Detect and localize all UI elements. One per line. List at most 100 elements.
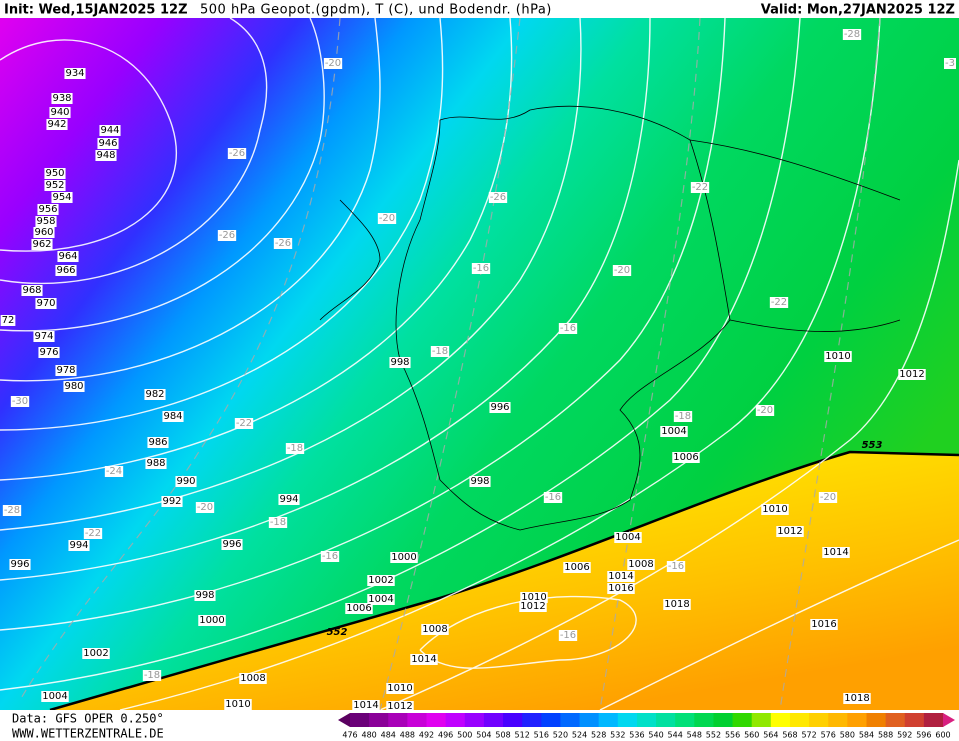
isobar-label: 948 <box>96 150 115 161</box>
colorbar-label: 488 <box>400 731 415 740</box>
colorbar-swatch <box>713 713 734 727</box>
isobar-label: 994 <box>279 494 298 505</box>
temperature-label-group: -18 <box>673 411 693 422</box>
isobar-label: 1002 <box>368 575 393 586</box>
isobar-label: 934 <box>65 68 84 79</box>
colorbar-label: 516 <box>534 731 549 740</box>
isobar-label-group: 950 <box>44 168 66 179</box>
colorbar-label: 572 <box>801 731 816 740</box>
isobar-label-group: 1006 <box>345 603 373 614</box>
isobar-label-box <box>194 590 216 601</box>
temperature-label: -18 <box>287 443 303 454</box>
isobar-label-box <box>520 592 548 603</box>
isobar-label: 1006 <box>673 452 698 463</box>
temperature-label-box <box>673 411 693 422</box>
temperature-label-group: -26 <box>273 238 293 249</box>
isobar-label: 1002 <box>83 648 108 659</box>
temperature-label: -18 <box>144 670 160 681</box>
isobar-label-group: 994 <box>68 540 90 551</box>
colorbar-label: 476 <box>342 731 357 740</box>
isobar-label-group: 1008 <box>421 624 449 635</box>
header-bar <box>0 0 959 18</box>
temperature-label-box <box>234 418 254 429</box>
isobar-label-group: 938 <box>51 93 73 104</box>
isobar-label-group: 990 <box>175 476 197 487</box>
isobar-label: 1012 <box>777 526 802 537</box>
isobar-label-box <box>35 216 57 227</box>
isobar-label: 986 <box>148 437 167 448</box>
colorbar-label: 548 <box>687 731 702 740</box>
temperature-label-group: -26 <box>217 230 237 241</box>
isobar-label-box <box>198 615 226 626</box>
temperature-label: -20 <box>820 492 836 503</box>
isobar-label: 1004 <box>661 426 686 437</box>
isobar-label-box <box>776 526 804 537</box>
isobar-label-group: 996 <box>9 559 31 570</box>
colorbar-swatch <box>809 713 829 727</box>
temperature-label-group: -18 <box>430 346 450 357</box>
isobar-label-box <box>49 107 71 118</box>
isobar-label-box <box>367 575 395 586</box>
isobar-label-box <box>82 648 110 659</box>
temperature-label-group: -26 <box>227 148 247 159</box>
temperature-label: -24 <box>106 466 122 477</box>
isobar-label-group: 948 <box>95 150 117 161</box>
temperature-label-box <box>842 29 862 40</box>
colorbar-swatch <box>445 713 466 727</box>
colorbar-label: 584 <box>859 731 874 740</box>
isobar-label-group: 980 <box>63 381 85 392</box>
colorbar-label: 532 <box>610 731 625 740</box>
colorbar-swatch <box>369 713 389 727</box>
temperature-label-box <box>268 517 288 528</box>
temperature-label: -26 <box>275 238 291 249</box>
isobar-label: 1004 <box>368 594 393 605</box>
isobar-label-group: 1016 <box>810 619 838 630</box>
isobar-label-group: 1010 <box>761 504 789 515</box>
colorbar-label: 536 <box>629 731 644 740</box>
isobar-label-group: 968 <box>21 285 43 296</box>
colorbar-swatch <box>636 713 657 727</box>
isobar-label-group: 962 <box>31 239 53 250</box>
colorbar-arrow-left <box>338 713 350 727</box>
temperature-label-group: -24 <box>104 466 124 477</box>
isobar-label-group: 934 <box>64 68 86 79</box>
temperature-label-box <box>2 505 22 516</box>
geopotential-label: 552 <box>327 627 348 638</box>
isobar-label: 946 <box>98 138 117 149</box>
colorbar-swatch <box>789 713 810 727</box>
geopotential-label: 553 <box>862 440 883 451</box>
isobar-label: 1004 <box>42 691 67 702</box>
isobar-label-group: 1004 <box>41 691 69 702</box>
isobar-label-group: 1014 <box>607 571 635 582</box>
temperature-label: -20 <box>325 58 341 69</box>
isobar-label-box <box>44 168 66 179</box>
colorbar-label: 520 <box>553 731 568 740</box>
isobar-label-box <box>660 426 688 437</box>
temperature-label: -16 <box>473 263 489 274</box>
isobar-label: 1012 <box>520 601 545 612</box>
colorbar-swatch <box>579 713 600 727</box>
isobar-label-group: 998 <box>194 590 216 601</box>
colorbar-label: 504 <box>476 731 491 740</box>
isobar-label-box <box>224 699 252 710</box>
isobar-label: 1014 <box>353 700 378 711</box>
isobar-label: 974 <box>34 331 53 342</box>
temperature-label-box <box>755 405 775 416</box>
colorbar-label: 580 <box>840 731 855 740</box>
isobar-label-box <box>38 347 60 358</box>
colorbar-swatch <box>464 713 485 727</box>
isobar-label-group: 986 <box>147 437 169 448</box>
isobar-label: 1010 <box>387 683 412 694</box>
colorbar-swatch <box>847 713 867 727</box>
temperature-label-group: -20 <box>755 405 775 416</box>
isobar-label-box <box>469 476 491 487</box>
isobar-label-group: 964 <box>57 251 79 262</box>
isobar-label: 998 <box>470 476 489 487</box>
temperature-label: -28 <box>4 505 20 516</box>
isobar-label: 944 <box>100 125 119 136</box>
isobar-label-box <box>161 496 183 507</box>
temperature-label: -18 <box>675 411 691 422</box>
colorbar-label: 596 <box>916 731 931 740</box>
isobar-label: 996 <box>222 539 241 550</box>
